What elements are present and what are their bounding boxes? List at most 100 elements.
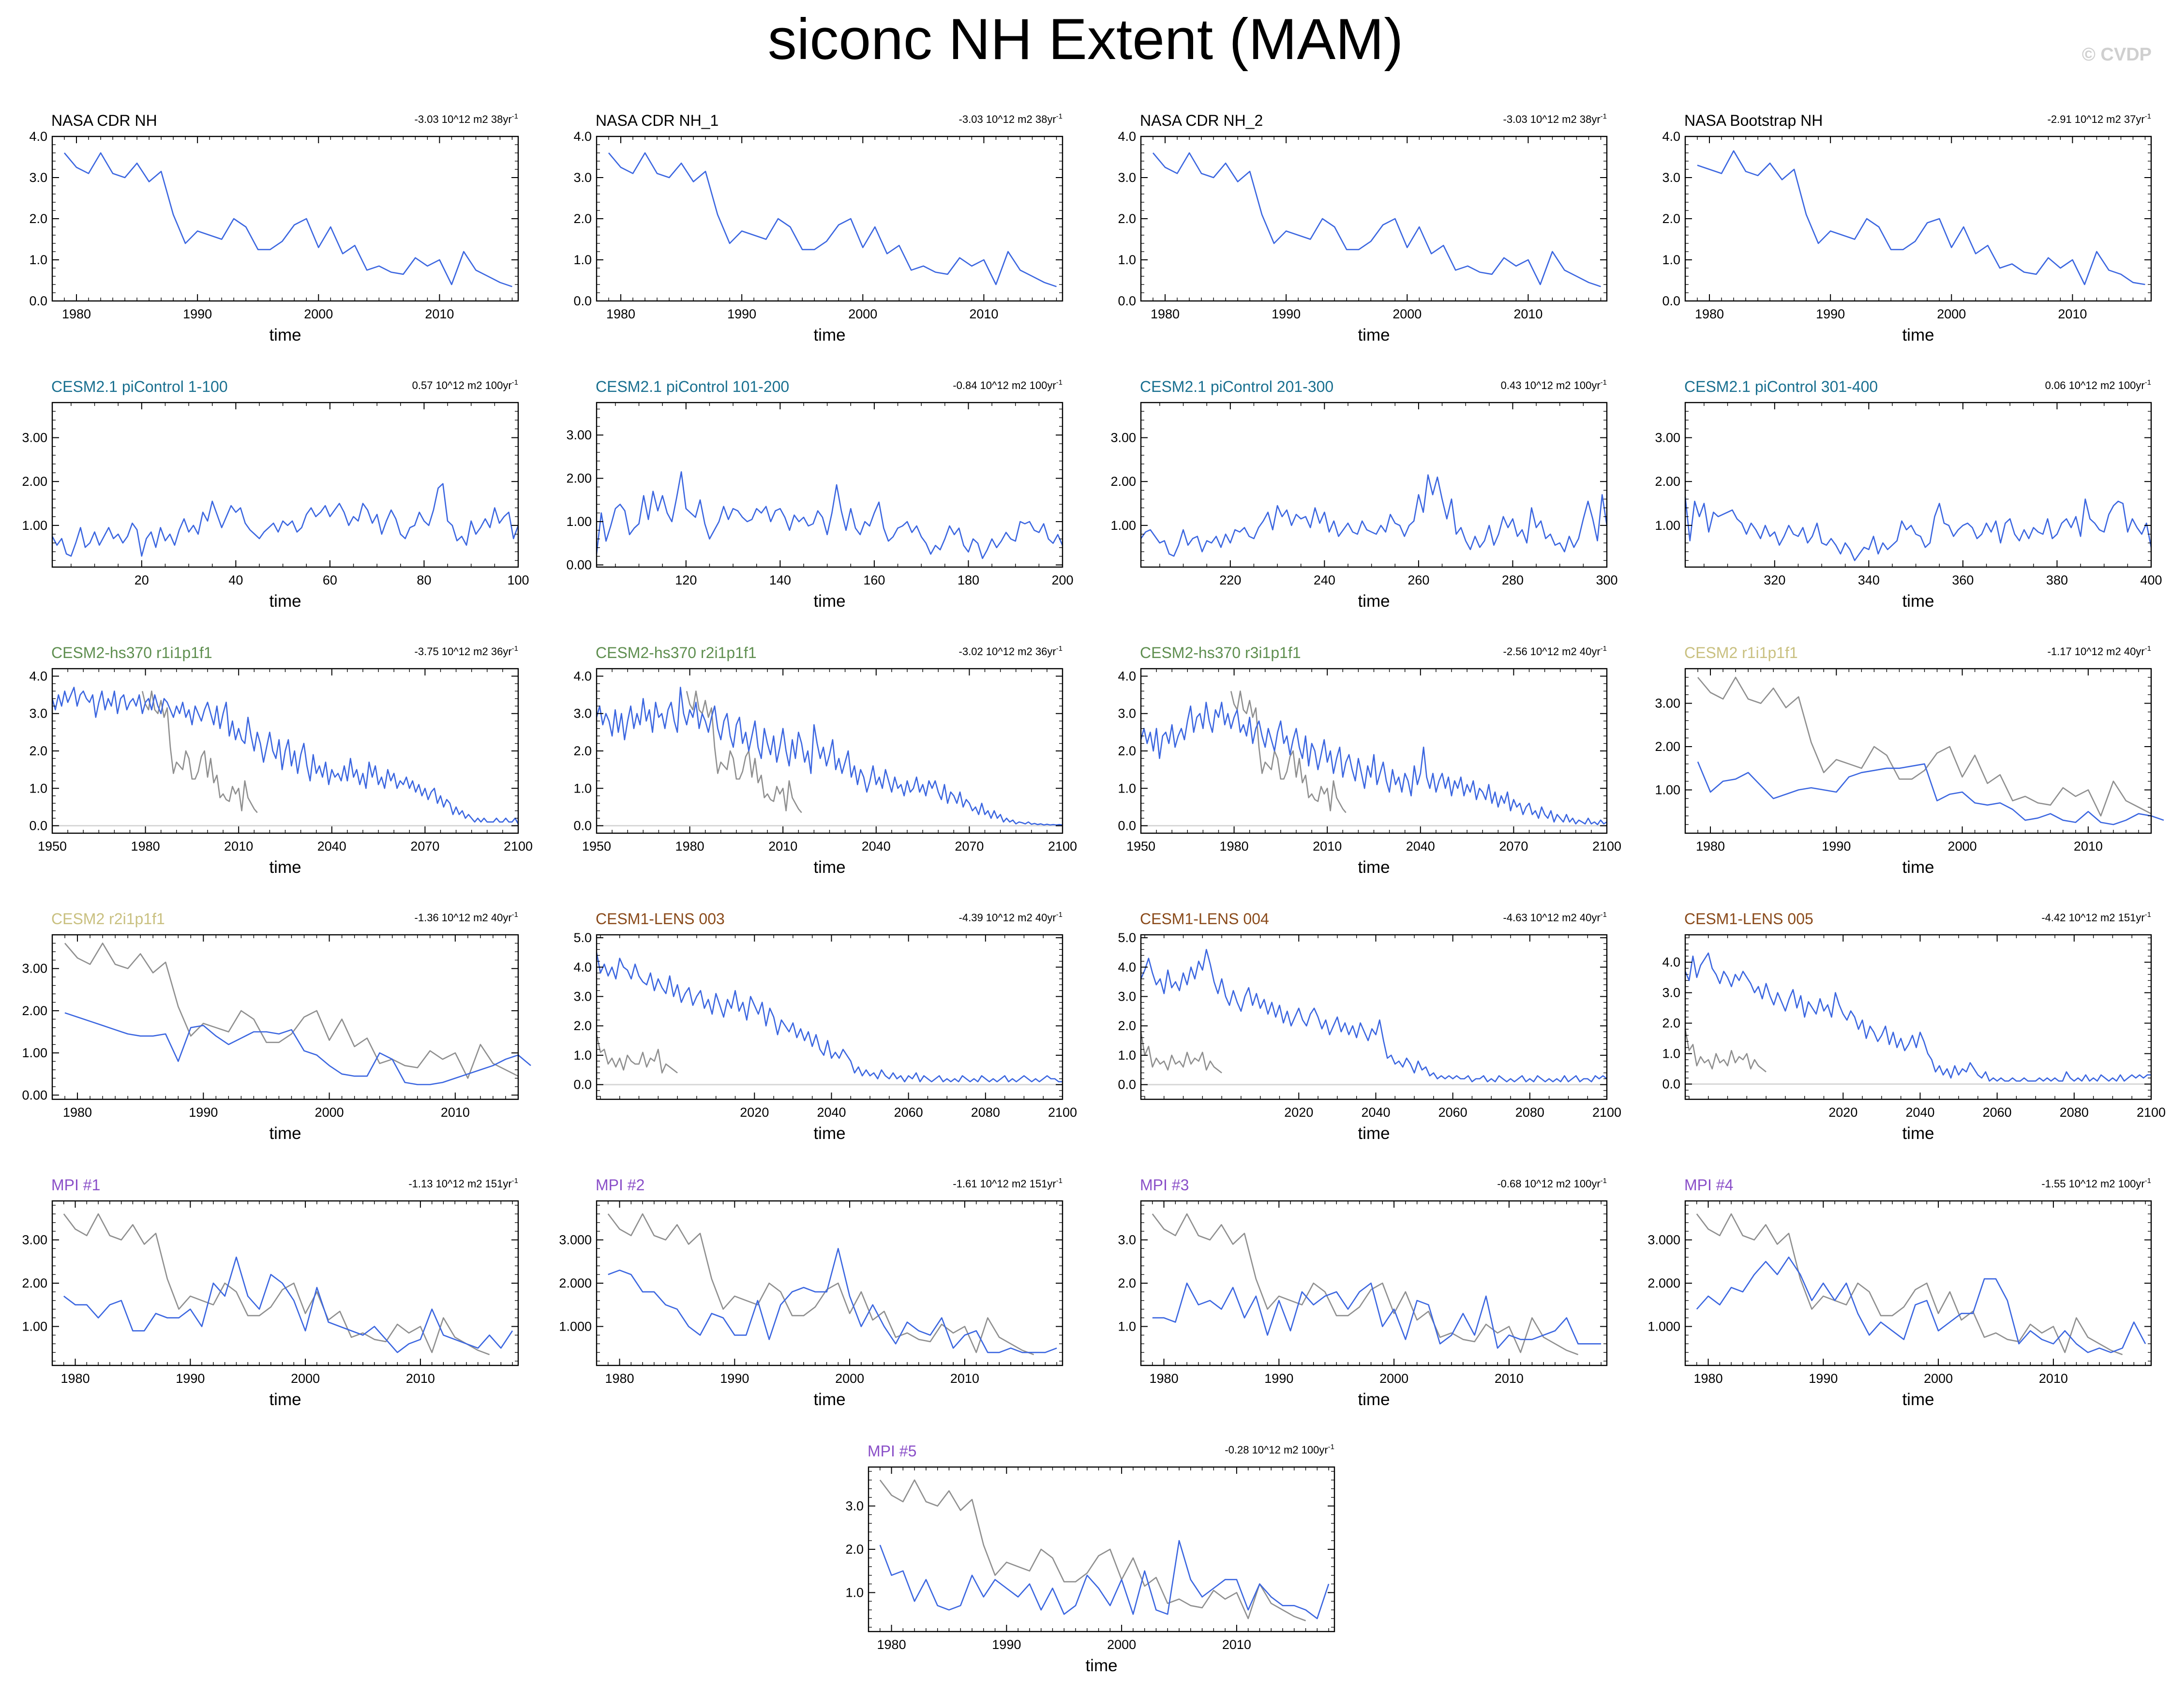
y-tick-label: 2.0 [1662, 211, 1680, 226]
trend-exponent: -1 [1056, 378, 1063, 387]
y-tick-label: 2.00 [22, 1004, 47, 1018]
x-tick-label: 1980 [606, 307, 635, 321]
x-tick-label: 2010 [950, 1371, 979, 1386]
x-tick-label: 2080 [971, 1105, 1000, 1120]
x-axis-label: time [269, 1390, 301, 1409]
x-axis-label: time [1902, 592, 1934, 611]
y-tick-label: 5.0 [573, 930, 592, 945]
trend-label: -1.13 10^12 m2 151yr-1 [408, 1177, 518, 1190]
plot-frame [51, 934, 519, 1100]
plot-frame [1684, 1200, 2152, 1366]
plot-frame [596, 668, 1063, 834]
x-tick-label: 1980 [1150, 1371, 1179, 1386]
trend-exponent: -1 [1601, 112, 1607, 120]
y-tick-label: 1.0 [1662, 253, 1680, 267]
model-series-line [1153, 152, 1601, 287]
model-series-line [1684, 496, 2152, 561]
x-tick-label: 1990 [1816, 307, 1845, 321]
panel-8: CESM2.1 piControl 301-400 0.06 10^12 m2 1… [1655, 378, 2162, 611]
x-tick-label: 1980 [605, 1371, 634, 1386]
obs-series-line [596, 1034, 678, 1074]
y-tick-label: 0.0 [29, 294, 47, 308]
y-tick-label: 1.00 [1655, 518, 1680, 533]
x-tick-label: 2020 [740, 1105, 769, 1120]
plot-frame [1140, 402, 1608, 568]
x-tick-label: 1990 [183, 307, 212, 321]
plot-frame [51, 1200, 519, 1366]
x-tick-label: 2040 [317, 839, 346, 854]
y-tick-label: 3.0 [845, 1499, 864, 1513]
y-tick-label: 1.00 [22, 518, 47, 533]
panel-title: MPI #1 [51, 1176, 100, 1194]
y-tick-label: 3.00 [1110, 431, 1136, 445]
trend-exponent: -1 [512, 911, 518, 919]
y-tick-label: 5.0 [1118, 930, 1136, 945]
panel-title: MPI #3 [1140, 1176, 1189, 1194]
model-series-line [1140, 702, 1607, 825]
x-tick-label: 1990 [1264, 1371, 1293, 1386]
panel-title: CESM2-hs370 r3i1p1f1 [1140, 644, 1301, 661]
trend-exponent: -1 [1056, 112, 1063, 120]
x-tick-label: 400 [2140, 573, 2162, 587]
model-series-line [608, 152, 1057, 287]
x-tick-label: 2010 [768, 839, 797, 854]
panel-2: NASA CDR NH_1 -3.03 10^12 m2 38yr-1 1980 19… [573, 112, 1063, 345]
y-tick-label: 2.00 [22, 474, 47, 489]
y-tick-label: 4.0 [573, 960, 592, 974]
x-tick-label: 2100 [1048, 839, 1077, 854]
model-series-line [1140, 474, 1608, 557]
panel-title: NASA CDR NH_2 [1140, 112, 1263, 129]
x-axis-label: time [1902, 1124, 1934, 1143]
x-tick-label: 40 [228, 573, 243, 587]
model-series-line [596, 471, 1063, 559]
plot-frame [1684, 135, 2152, 302]
trend-label: -1.36 10^12 m2 40yr-1 [415, 911, 518, 924]
y-tick-label: 3.0 [1118, 989, 1136, 1004]
x-axis-label: time [1358, 1390, 1390, 1409]
plot-frame [1140, 1200, 1608, 1366]
obs-series-line [1152, 1213, 1579, 1355]
y-tick-label: 3.0 [573, 706, 592, 721]
x-tick-label: 2070 [955, 839, 984, 854]
x-axis-label: time [1902, 326, 1934, 345]
x-tick-label: 2010 [2074, 839, 2103, 854]
x-axis-label: time [269, 858, 301, 877]
x-axis-label: time [269, 592, 301, 611]
y-tick-label: 0.00 [22, 1088, 47, 1102]
x-tick-label: 2010 [441, 1105, 470, 1120]
y-tick-label: 2.0 [29, 211, 47, 226]
x-tick-label: 2000 [1379, 1371, 1408, 1386]
y-tick-label: 4.0 [1662, 129, 1680, 144]
x-tick-label: 1950 [1126, 839, 1155, 854]
y-tick-label: 3.00 [1655, 431, 1680, 445]
y-tick-label: 4.0 [29, 669, 47, 683]
trend-label: -4.63 10^12 m2 40yr-1 [1503, 911, 1607, 924]
model-series-line [608, 1248, 1057, 1353]
x-axis-label: time [269, 326, 301, 345]
trend-label: -1.55 10^12 m2 100yr-1 [2041, 1177, 2151, 1190]
x-tick-label: 1990 [176, 1371, 205, 1386]
x-tick-label: 2020 [1828, 1105, 1857, 1120]
y-tick-label: 4.0 [573, 669, 592, 683]
y-tick-label: 3.0 [29, 706, 47, 721]
panel-9: CESM2-hs370 r1i1p1f1 -3.75 10^12 m2 36yr-… [29, 644, 533, 877]
trend-label: -0.28 10^12 m2 100yr-1 [1225, 1443, 1334, 1456]
x-tick-label: 2000 [1392, 307, 1422, 321]
y-tick-label: 3.00 [1655, 696, 1680, 711]
y-tick-label: 0.0 [573, 819, 592, 833]
x-tick-label: 140 [769, 573, 791, 587]
x-tick-label: 1980 [675, 839, 704, 854]
y-tick-label: 1.000 [1647, 1319, 1680, 1333]
x-tick-label: 100 [507, 573, 529, 587]
y-tick-label: 2.0 [845, 1542, 864, 1557]
model-series-line [64, 1012, 531, 1085]
x-tick-label: 2010 [224, 839, 253, 854]
x-tick-label: 2000 [315, 1105, 344, 1120]
panel-16: CESM1-LENS 005 -4.42 10^12 m2 151yr-1 2020… [1662, 910, 2166, 1143]
x-tick-label: 1980 [1220, 839, 1249, 854]
x-tick-label: 1980 [1696, 839, 1725, 854]
x-tick-label: 2010 [2039, 1371, 2068, 1386]
trend-label: -2.56 10^12 m2 40yr-1 [1503, 644, 1607, 658]
y-tick-label: 2.0 [1662, 1016, 1680, 1031]
x-tick-label: 1990 [1822, 839, 1851, 854]
